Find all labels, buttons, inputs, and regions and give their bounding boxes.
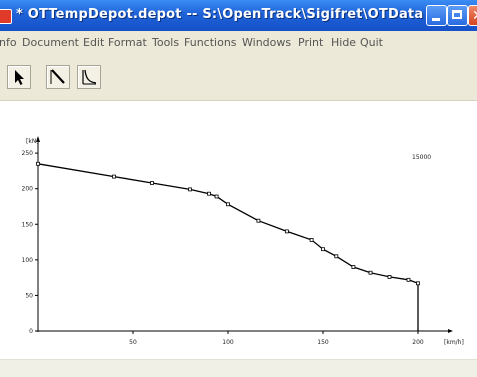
menu-edit[interactable]: Edit bbox=[83, 36, 105, 49]
data-point bbox=[368, 270, 373, 275]
y-tick-label: 200 bbox=[22, 186, 34, 193]
data-point bbox=[207, 191, 211, 196]
y-tick-label: 0 bbox=[29, 328, 33, 335]
minimize-button[interactable] bbox=[426, 5, 447, 26]
tractive-effort-chart: 0 50 100 150 200 250 50 100 150 200 [kN] [km/h] 1500… bbox=[22, 136, 464, 346]
menu-functions[interactable]: Functions bbox=[184, 36, 237, 49]
menu-print[interactable]: Print bbox=[298, 36, 324, 49]
y-tick-label: 250 bbox=[22, 150, 34, 157]
menu-document[interactable]: Document bbox=[22, 36, 79, 49]
data-point bbox=[406, 277, 411, 282]
data-point bbox=[188, 187, 192, 192]
y-tick-label: 100 bbox=[22, 257, 34, 264]
menu-hide[interactable]: Hide bbox=[331, 36, 357, 49]
title-bar[interactable]: * OTTempDepot.depot -- S:\OpenTrack\Sigi… bbox=[0, 0, 477, 31]
menu-quit[interactable]: Quit bbox=[360, 36, 383, 49]
toolbar bbox=[0, 54, 477, 101]
status-bar bbox=[0, 359, 477, 377]
data-point bbox=[112, 174, 116, 179]
y-axis-arrow bbox=[36, 136, 40, 142]
diagonal-line-icon bbox=[50, 69, 65, 84]
menu-windows[interactable]: Windows bbox=[242, 36, 292, 49]
y-axis-label: [kN] bbox=[26, 138, 39, 145]
data-point bbox=[256, 218, 261, 223]
menu-tools[interactable]: Tools bbox=[152, 36, 180, 49]
chart-annotation: 15000 bbox=[412, 154, 431, 161]
arrow-select-icon bbox=[15, 70, 24, 85]
menu-format[interactable]: Format bbox=[108, 36, 147, 49]
data-point bbox=[387, 274, 392, 279]
data-point bbox=[226, 202, 230, 207]
x-tick-label: 100 bbox=[222, 339, 234, 346]
data-point bbox=[321, 247, 325, 252]
curve-tool-button[interactable] bbox=[77, 65, 101, 89]
y-tick-label: 50 bbox=[25, 292, 33, 299]
maximize-button[interactable] bbox=[447, 5, 468, 26]
app-icon[interactable] bbox=[0, 9, 12, 24]
data-point bbox=[284, 229, 289, 234]
x-axis-label: [km/h] bbox=[444, 339, 464, 346]
x-tick-label: 150 bbox=[317, 339, 329, 346]
x-axis-arrow bbox=[448, 329, 453, 333]
chart-area: 0 50 100 150 200 250 50 100 150 200 [kN] [km/h] 1500… bbox=[0, 101, 477, 359]
maximize-icon bbox=[452, 10, 462, 19]
data-point bbox=[334, 254, 339, 259]
data-point bbox=[36, 161, 40, 166]
data-point bbox=[416, 281, 420, 286]
data-point bbox=[351, 265, 356, 269]
minimize-icon bbox=[432, 18, 440, 21]
menu-bar: nfo Document Edit Format Tools Functions… bbox=[0, 31, 477, 54]
x-tick-label: 50 bbox=[129, 339, 137, 346]
data-point bbox=[309, 237, 314, 242]
window-title: * OTTempDepot.depot -- S:\OpenTrack\Sigi… bbox=[16, 7, 424, 22]
close-icon: ✕ bbox=[472, 7, 477, 25]
data-point bbox=[150, 181, 154, 185]
y-tick-label: 150 bbox=[22, 221, 34, 228]
data-point bbox=[214, 194, 219, 199]
x-tick-label: 200 bbox=[412, 339, 424, 346]
select-tool-button[interactable] bbox=[7, 65, 31, 89]
curve-icon bbox=[82, 69, 97, 85]
line-tool-button[interactable] bbox=[46, 65, 70, 89]
menu-info[interactable]: nfo bbox=[0, 36, 17, 49]
close-button[interactable]: ✕ bbox=[468, 5, 477, 26]
series-line bbox=[37, 163, 419, 331]
